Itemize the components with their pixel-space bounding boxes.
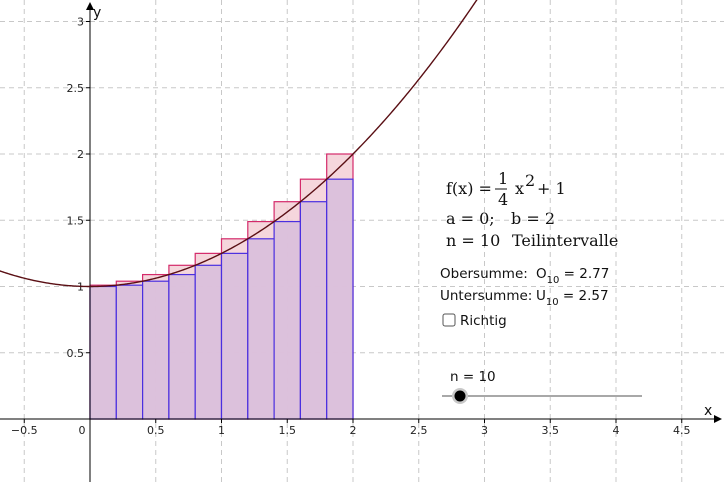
- y-tick-label: 1.5: [67, 214, 85, 227]
- formula-exponent: 2: [525, 171, 535, 190]
- slider-label: n = 10: [450, 369, 496, 385]
- x-axis-arrow: [714, 415, 722, 423]
- interval-b: b = 2: [511, 209, 555, 228]
- x-tick-label: 2: [350, 424, 357, 437]
- y-tick-label: 2.5: [67, 82, 85, 95]
- x-tick-label: 0.5: [147, 424, 165, 437]
- lower-sum-bar: [142, 280, 170, 420]
- lower-sum-bar: [168, 273, 196, 420]
- y-tick-label: 2: [77, 148, 84, 161]
- formula-suffix: + 1: [537, 179, 566, 198]
- richtig-checkbox[interactable]: Richtig: [442, 313, 507, 329]
- x-tick-label: 3: [481, 424, 488, 437]
- x-tick-label: 3.5: [542, 424, 560, 437]
- subinterval-count: n = 10: [446, 231, 500, 250]
- lower-sum-bar: [220, 252, 249, 420]
- lower-sum-bar: [115, 284, 144, 420]
- formula-prefix: f(x) =: [446, 179, 492, 198]
- obersumme-label: Obersumme:: [440, 266, 528, 282]
- untersumme-label: Untersumme:: [440, 288, 532, 304]
- lower-sum-bar: [89, 285, 117, 420]
- x-tick-label: −0.5: [11, 424, 38, 437]
- untersumme-value: U10 = 2.57: [536, 288, 609, 308]
- x-tick-labels: −0.5 0 0.5 1 1.5 2 2.5 3 3.5 4 4.5: [11, 419, 691, 437]
- subinterval-label: Teilintervalle: [512, 231, 618, 250]
- checkbox-box[interactable]: [442, 313, 456, 327]
- n-slider[interactable]: n = 10: [442, 369, 642, 404]
- lower-sum-bar: [299, 201, 328, 420]
- lower-sum-bar: [326, 178, 354, 420]
- lower-sum-bar: [273, 220, 302, 420]
- lower-sum-bars: [89, 178, 354, 420]
- y-tick-label: 0.5: [67, 347, 85, 360]
- lower-sum-bar: [194, 264, 223, 420]
- x-tick-label: 0: [79, 424, 86, 437]
- x-tick-label: 2.5: [410, 424, 428, 437]
- formula-numerator: 1: [498, 169, 508, 188]
- checkbox-label[interactable]: Richtig: [460, 313, 507, 329]
- interval-a: a = 0;: [446, 209, 495, 228]
- function-curve[interactable]: [0, 0, 479, 288]
- y-axis-label: y: [93, 5, 101, 21]
- x-tick-label: 1.5: [279, 424, 297, 437]
- obersumme-value: O10 = 2.77: [536, 266, 609, 286]
- x-axis-label: x: [704, 403, 712, 419]
- y-tick-label: 3: [77, 16, 84, 29]
- x-tick-label: 1: [218, 424, 225, 437]
- slider-knob[interactable]: [454, 390, 466, 402]
- function-formula: f(x) = 1 4 x 2 + 1: [446, 169, 566, 209]
- formula-denominator: 4: [498, 190, 508, 209]
- formula-variable: x: [515, 179, 524, 198]
- x-tick-label: 4: [613, 424, 620, 437]
- y-axis-arrow: [86, 2, 94, 10]
- lower-sum-bar: [247, 238, 275, 420]
- x-tick-label: 4.5: [673, 424, 691, 437]
